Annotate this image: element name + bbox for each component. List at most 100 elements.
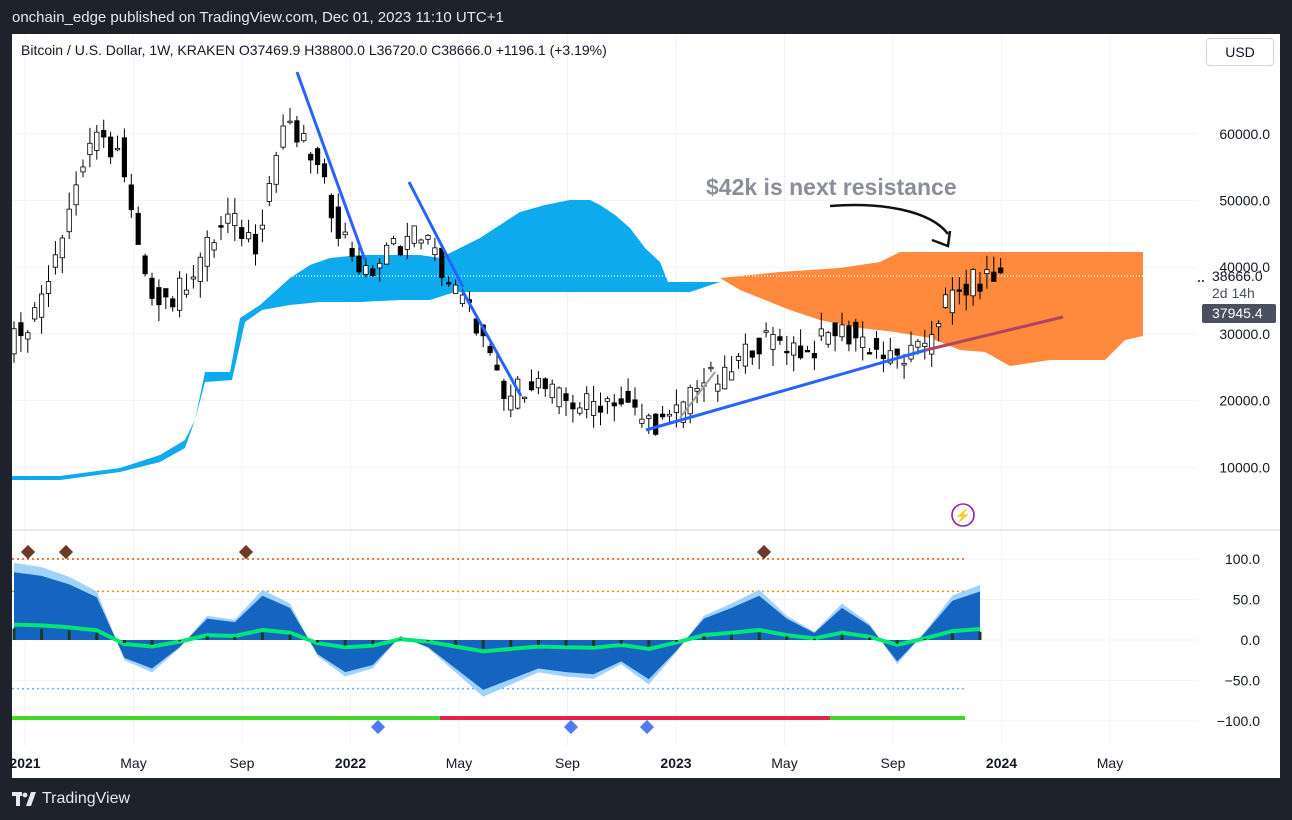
- secondary-price-bg: [1202, 304, 1276, 323]
- osc-y-tick-label: 50.0: [1233, 592, 1260, 608]
- candle-body: [998, 267, 1004, 274]
- candle-body: [749, 350, 755, 358]
- candle-body: [708, 366, 714, 370]
- lightning-icon[interactable]: ⚡: [955, 508, 971, 524]
- osc-histogram-bar: [454, 640, 458, 645]
- osc-histogram-bar: [923, 638, 927, 640]
- candle-body: [798, 345, 804, 359]
- candle-body: [818, 328, 824, 337]
- osc-histogram-bar: [868, 637, 872, 640]
- osc-histogram-bar: [950, 633, 954, 640]
- candle-body: [108, 136, 114, 158]
- candle-body: [418, 239, 424, 244]
- osc-y-tick-label: 0.0: [1241, 632, 1261, 648]
- ichimoku-cloud: [12, 200, 1198, 480]
- x-tick-label: Sep: [230, 755, 255, 771]
- x-tick-label: Sep: [555, 755, 580, 771]
- candle-body: [791, 342, 797, 356]
- osc-histogram-bar: [647, 640, 651, 647]
- osc-wave-main: [14, 572, 980, 690]
- candle-body: [639, 418, 645, 424]
- candle-body: [673, 404, 680, 413]
- candle-body: [522, 396, 528, 400]
- candle-body: [894, 348, 900, 356]
- candle-body: [604, 398, 611, 402]
- candle-body: [390, 238, 397, 245]
- tradingview-logo-icon: [12, 792, 36, 806]
- osc-histogram-bar: [481, 640, 485, 649]
- secondary-price-label: 37945.4: [1212, 305, 1263, 321]
- candle-body: [190, 276, 196, 280]
- candle-body: [887, 350, 893, 364]
- candle-body: [528, 381, 535, 391]
- candle-body: [128, 184, 134, 211]
- candle-body: [542, 378, 548, 390]
- osc-histogram-bar: [398, 639, 402, 640]
- candle-body: [929, 334, 935, 355]
- currency-button[interactable]: USD: [1206, 38, 1274, 66]
- osc-histogram-bar: [895, 640, 899, 644]
- candle-body: [356, 256, 362, 273]
- osc-histogram-bar: [122, 640, 126, 644]
- candle-body: [12, 328, 17, 355]
- osc-signal-diamond: [20, 544, 36, 560]
- osc-signal-line: [13, 622, 981, 654]
- candle-body: [853, 321, 859, 339]
- candle-body: [494, 364, 500, 371]
- osc-histogram-bar: [619, 640, 623, 644]
- candle-body: [114, 147, 121, 151]
- candle-body: [459, 294, 466, 305]
- candle-body: [804, 349, 811, 353]
- candle-body: [535, 377, 542, 389]
- osc-histogram-bar: [674, 640, 678, 642]
- osc-histogram-bar: [978, 631, 982, 640]
- candle-body: [618, 398, 624, 405]
- drawings-layer: [295, 71, 1064, 432]
- osc-histogram-bar: [426, 640, 430, 642]
- annotation-arrow: [829, 203, 949, 235]
- annotation-arrowhead: [931, 230, 952, 248]
- candle-body: [397, 246, 404, 256]
- osc-y-tick-label: −50.0: [1225, 673, 1261, 689]
- osc-histogram-bar: [840, 634, 844, 640]
- candle-body: [32, 307, 38, 320]
- candle-body: [404, 235, 410, 250]
- candle-body: [625, 390, 631, 403]
- y-tick-label: 30000.0: [1219, 326, 1270, 342]
- candle-body: [232, 213, 238, 226]
- candle-body: [763, 330, 769, 333]
- osc-histogram-bar: [12, 628, 16, 640]
- candle-body: [66, 208, 72, 233]
- publish-header: onchain_edge published on TradingView.co…: [0, 0, 1292, 34]
- annotation-text: $42k is next resistance: [706, 174, 957, 200]
- candle-body: [597, 405, 604, 413]
- candle-body: [273, 155, 279, 185]
- candle-body: [321, 163, 328, 178]
- candle-body: [411, 225, 417, 244]
- osc-signal-diamond: [238, 544, 254, 560]
- trendline-down-1: [295, 71, 367, 261]
- candle-body: [314, 148, 321, 166]
- osc-histogram-bar: [67, 630, 71, 640]
- candle-body: [142, 255, 148, 275]
- candle-body: [687, 386, 693, 415]
- candle-body: [632, 399, 638, 408]
- footer-brand: TradingView: [42, 790, 131, 807]
- candle-body: [901, 362, 907, 366]
- candle-body: [860, 336, 866, 348]
- osc-histogram-bar: [509, 640, 513, 647]
- candle-body: [135, 212, 141, 245]
- candle-body: [963, 283, 969, 296]
- osc-buy-diamond: [563, 719, 579, 735]
- candle-body: [121, 137, 127, 178]
- candle-body: [508, 395, 514, 411]
- candle-body: [742, 343, 749, 367]
- lightning-icon-circle[interactable]: [951, 503, 975, 527]
- oscillator-layer: [12, 544, 982, 735]
- candle-body: [577, 407, 583, 414]
- candle-body: [756, 337, 762, 355]
- candle-body: [73, 184, 79, 206]
- candle-body: [287, 120, 293, 124]
- candle-body: [342, 231, 348, 236]
